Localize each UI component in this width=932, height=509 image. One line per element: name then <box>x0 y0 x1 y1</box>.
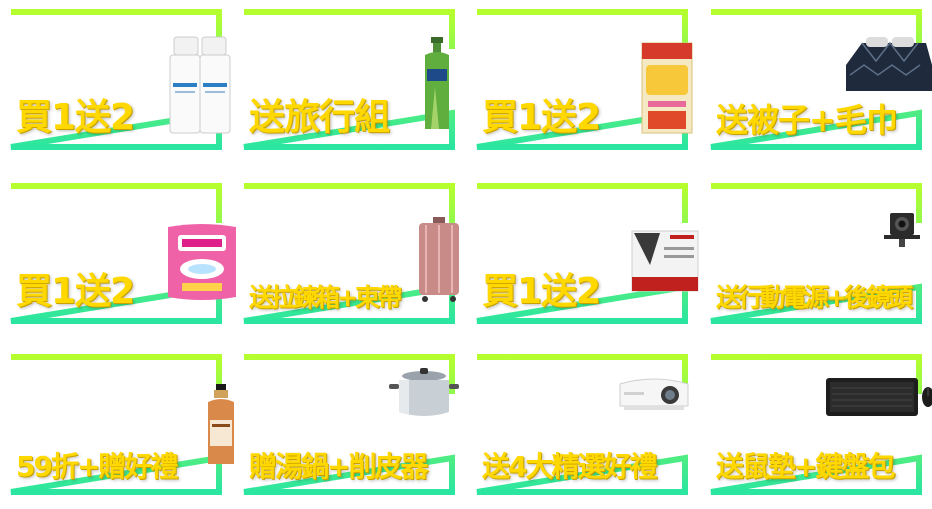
tile-frame <box>243 354 455 495</box>
promo-tile-7[interactable]: 買1送2 <box>474 183 699 324</box>
tile-label: 送鼠墊+鍵盤包 <box>716 450 895 483</box>
tile-label: 買1送2 <box>16 271 135 312</box>
camera-icon <box>884 213 920 247</box>
tile-frame <box>476 354 688 495</box>
tile-label: 買1送2 <box>482 97 601 138</box>
tile-frame <box>243 183 455 324</box>
promo-tile-10[interactable]: 贈湯鍋+削皮器 <box>241 354 459 495</box>
promo-tile-9[interactable]: 59折+贈好禮 <box>8 354 234 495</box>
tile-label: 買1送2 <box>482 271 601 312</box>
shampoo-bottle-icon <box>425 37 449 129</box>
promo-tile-8[interactable]: 送行動電源+後鏡頭 <box>708 183 922 324</box>
tile-label: 送4大精選好禮 <box>482 450 657 483</box>
tile-frame <box>710 183 922 324</box>
tile-frame <box>10 183 222 324</box>
tile-frame <box>476 183 688 324</box>
bedding-icon <box>846 37 932 91</box>
promo-tile-1[interactable]: 買1送2 <box>8 9 231 150</box>
promo-tile-2[interactable]: 送旅行組 <box>241 9 455 150</box>
suitcase-icon <box>419 217 459 302</box>
tile-label: 59折+贈好禮 <box>16 450 178 483</box>
promo-tile-3[interactable]: 買1送2 <box>474 9 693 150</box>
lotion-bottles-icon <box>169 36 231 134</box>
promo-tile-12[interactable]: 送鼠墊+鍵盤包 <box>708 354 932 495</box>
tile-label: 贈湯鍋+削皮器 <box>249 450 428 483</box>
promo-tile-6[interactable]: 送拉鍊箱+束帶 <box>241 183 459 324</box>
detergent-pack-icon <box>168 224 236 300</box>
tile-label: 送被子+毛巾 <box>716 101 898 139</box>
collagen-box-icon <box>641 42 693 134</box>
mask-box-icon <box>631 230 699 292</box>
oil-bottle-icon <box>208 384 234 464</box>
promo-tile-4[interactable]: 送被子+毛巾 <box>708 9 932 150</box>
tile-frame <box>10 354 222 495</box>
tile-frame <box>243 9 455 150</box>
tile-frame <box>710 354 922 495</box>
projector-icon <box>619 378 689 410</box>
tile-label: 送拉鍊箱+束帶 <box>249 283 402 312</box>
tile-label: 送旅行組 <box>249 97 390 138</box>
tile-label: 送行動電源+後鏡頭 <box>716 283 913 312</box>
tile-frame <box>710 9 922 150</box>
tile-label: 買1送2 <box>16 97 135 138</box>
keyboard-mouse-icon <box>826 378 932 416</box>
promo-tile-11[interactable]: 送4大精選好禮 <box>474 354 689 495</box>
promo-tile-5[interactable]: 買1送2 <box>8 183 236 324</box>
stock-pot-icon <box>389 368 459 416</box>
